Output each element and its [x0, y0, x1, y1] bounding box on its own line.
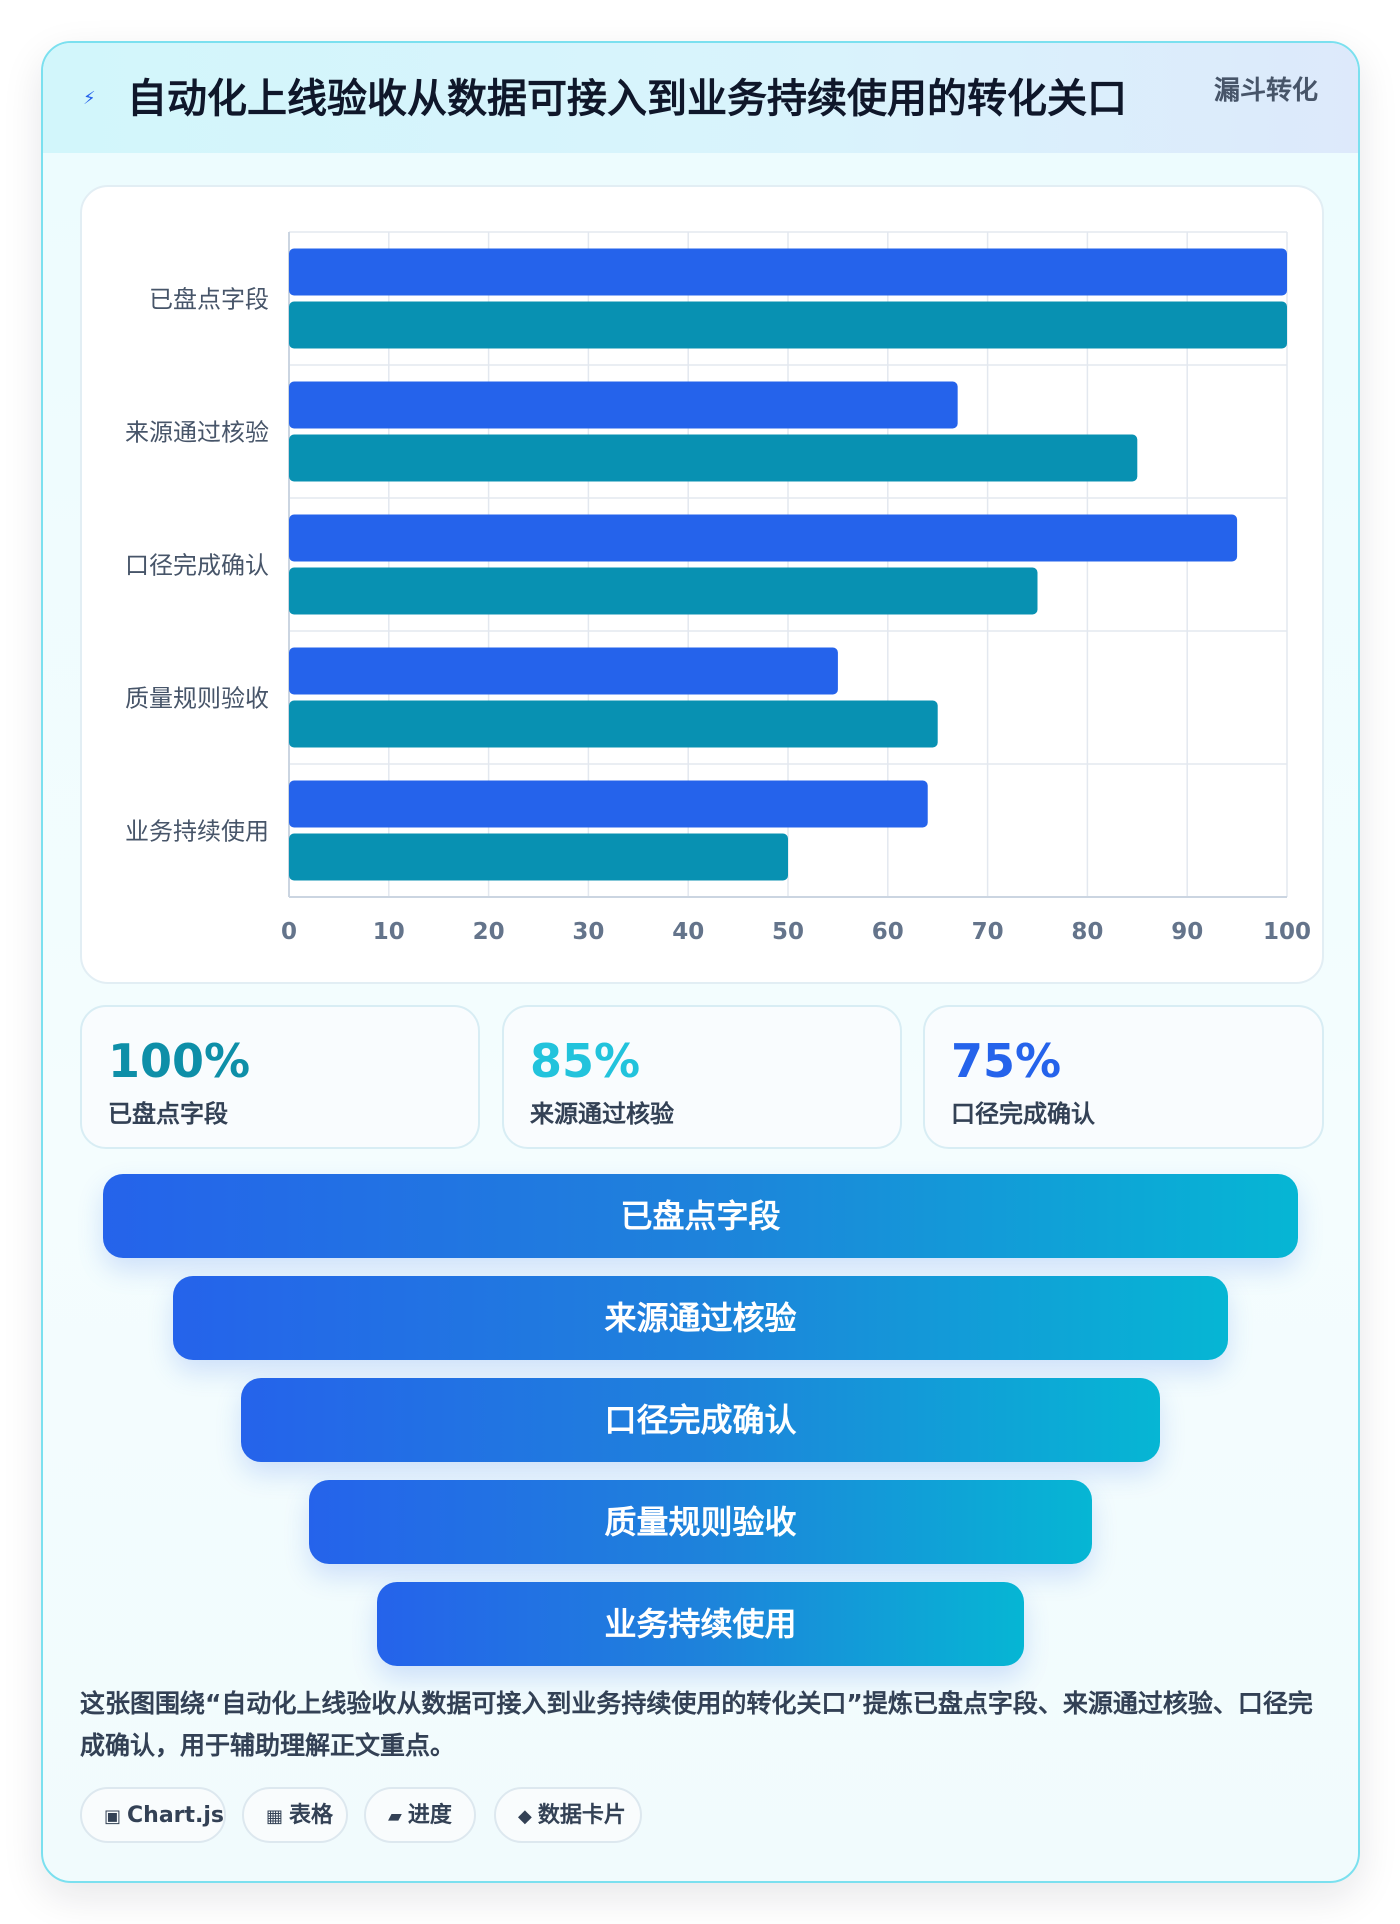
description-text: 这张图围绕“自动化上线验收从数据可接入到业务持续使用的转化关口”提炼已盘点字段、… [80, 1689, 1313, 1760]
kpi-label: 来源通过核验 [530, 1100, 674, 1128]
x-tick-label: 100 [1263, 919, 1311, 945]
category-label: 质量规则验收 [125, 685, 269, 713]
tag-chip-table[interactable]: ▦ 表格 [242, 1787, 348, 1843]
lightning-icon: ⚡ [83, 88, 96, 109]
bar-2-4 [289, 700, 938, 748]
bar-2-5 [289, 833, 788, 881]
kpi-value: 85% [530, 1034, 641, 1088]
chip-label: 进度 [407, 1803, 452, 1828]
tag-chip-chartjs[interactable]: ▣ Chart.js [80, 1787, 226, 1843]
diamond-icon: ◆ [518, 1806, 532, 1827]
chip-label: Chart.js [127, 1803, 225, 1828]
funnel-stage-4: 质量规则验收 [309, 1480, 1092, 1564]
x-tick-label: 50 [772, 919, 804, 945]
bar-1-2 [289, 381, 958, 429]
x-tick-label: 60 [872, 919, 904, 945]
card-header: ⚡ 自动化上线验收从数据可接入到业务持续使用的转化关口 漏斗转化 [43, 43, 1358, 153]
chip-label: 数据卡片 [537, 1803, 626, 1828]
x-tick-label: 0 [281, 919, 297, 945]
tag-chip-data-card[interactable]: ◆ 数据卡片 [494, 1787, 642, 1843]
page-title: 自动化上线验收从数据可接入到业务持续使用的转化关口 [127, 76, 1127, 122]
kpi-label: 口径完成确认 [951, 1100, 1095, 1128]
kpi-card-3: 75% 口径完成确认 [923, 1005, 1324, 1149]
chart-panel: 已盘点字段来源通过核验 口径完成确认 质量规则验收 业务持续使用 0 10 20 30 40 50… [80, 185, 1324, 984]
kpi-label: 已盘点字段 [108, 1100, 228, 1128]
funnel-stage-2: 来源通过核验 [173, 1276, 1228, 1360]
funnel-stage-3: 口径完成确认 [241, 1378, 1160, 1462]
x-tick-label: 10 [373, 919, 405, 945]
kpi-card-1: 100% 已盘点字段 [80, 1005, 480, 1149]
table-icon: ▦ [266, 1806, 284, 1827]
x-tick-label: 90 [1171, 919, 1203, 945]
category-badge: 漏斗转化 [1213, 76, 1318, 106]
funnel-stage-1: 已盘点字段 [103, 1174, 1298, 1258]
kpi-card-2: 85% 来源通过核验 [502, 1005, 902, 1149]
x-tick-label: 70 [972, 919, 1004, 945]
x-tick-label: 80 [1071, 919, 1103, 945]
funnel-stage-5: 业务持续使用 [377, 1582, 1024, 1666]
x-tick-label: 20 [473, 919, 505, 945]
x-tick-label: 30 [572, 919, 604, 945]
bar-1-3 [289, 514, 1238, 562]
bar-2-3 [289, 567, 1038, 615]
bar-2-1 [289, 301, 1287, 349]
bar-2-2 [289, 434, 1138, 482]
chip-label: 表格 [289, 1803, 334, 1828]
chart-icon: ▣ [104, 1806, 122, 1827]
tag-chip-progress[interactable]: ▰ 进度 [364, 1787, 476, 1843]
infographic-card: ⚡ 自动化上线验收从数据可接入到业务持续使用的转化关口 漏斗转化 已盘点字段来源… [41, 41, 1360, 1883]
bar-1-5 [289, 780, 928, 828]
category-label: 口径完成确认 [125, 552, 269, 580]
kpi-value: 100% [108, 1034, 251, 1088]
bar-1-4 [289, 647, 838, 695]
category-label: 业务持续使用 [125, 818, 269, 846]
category-label: 来源通过核验 [125, 419, 269, 447]
kpi-value: 75% [951, 1034, 1062, 1088]
progress-icon: ▰ [388, 1806, 402, 1827]
bar-1-1 [289, 248, 1287, 296]
x-tick-label: 40 [672, 919, 704, 945]
category-label: 已盘点字段 [149, 286, 269, 314]
